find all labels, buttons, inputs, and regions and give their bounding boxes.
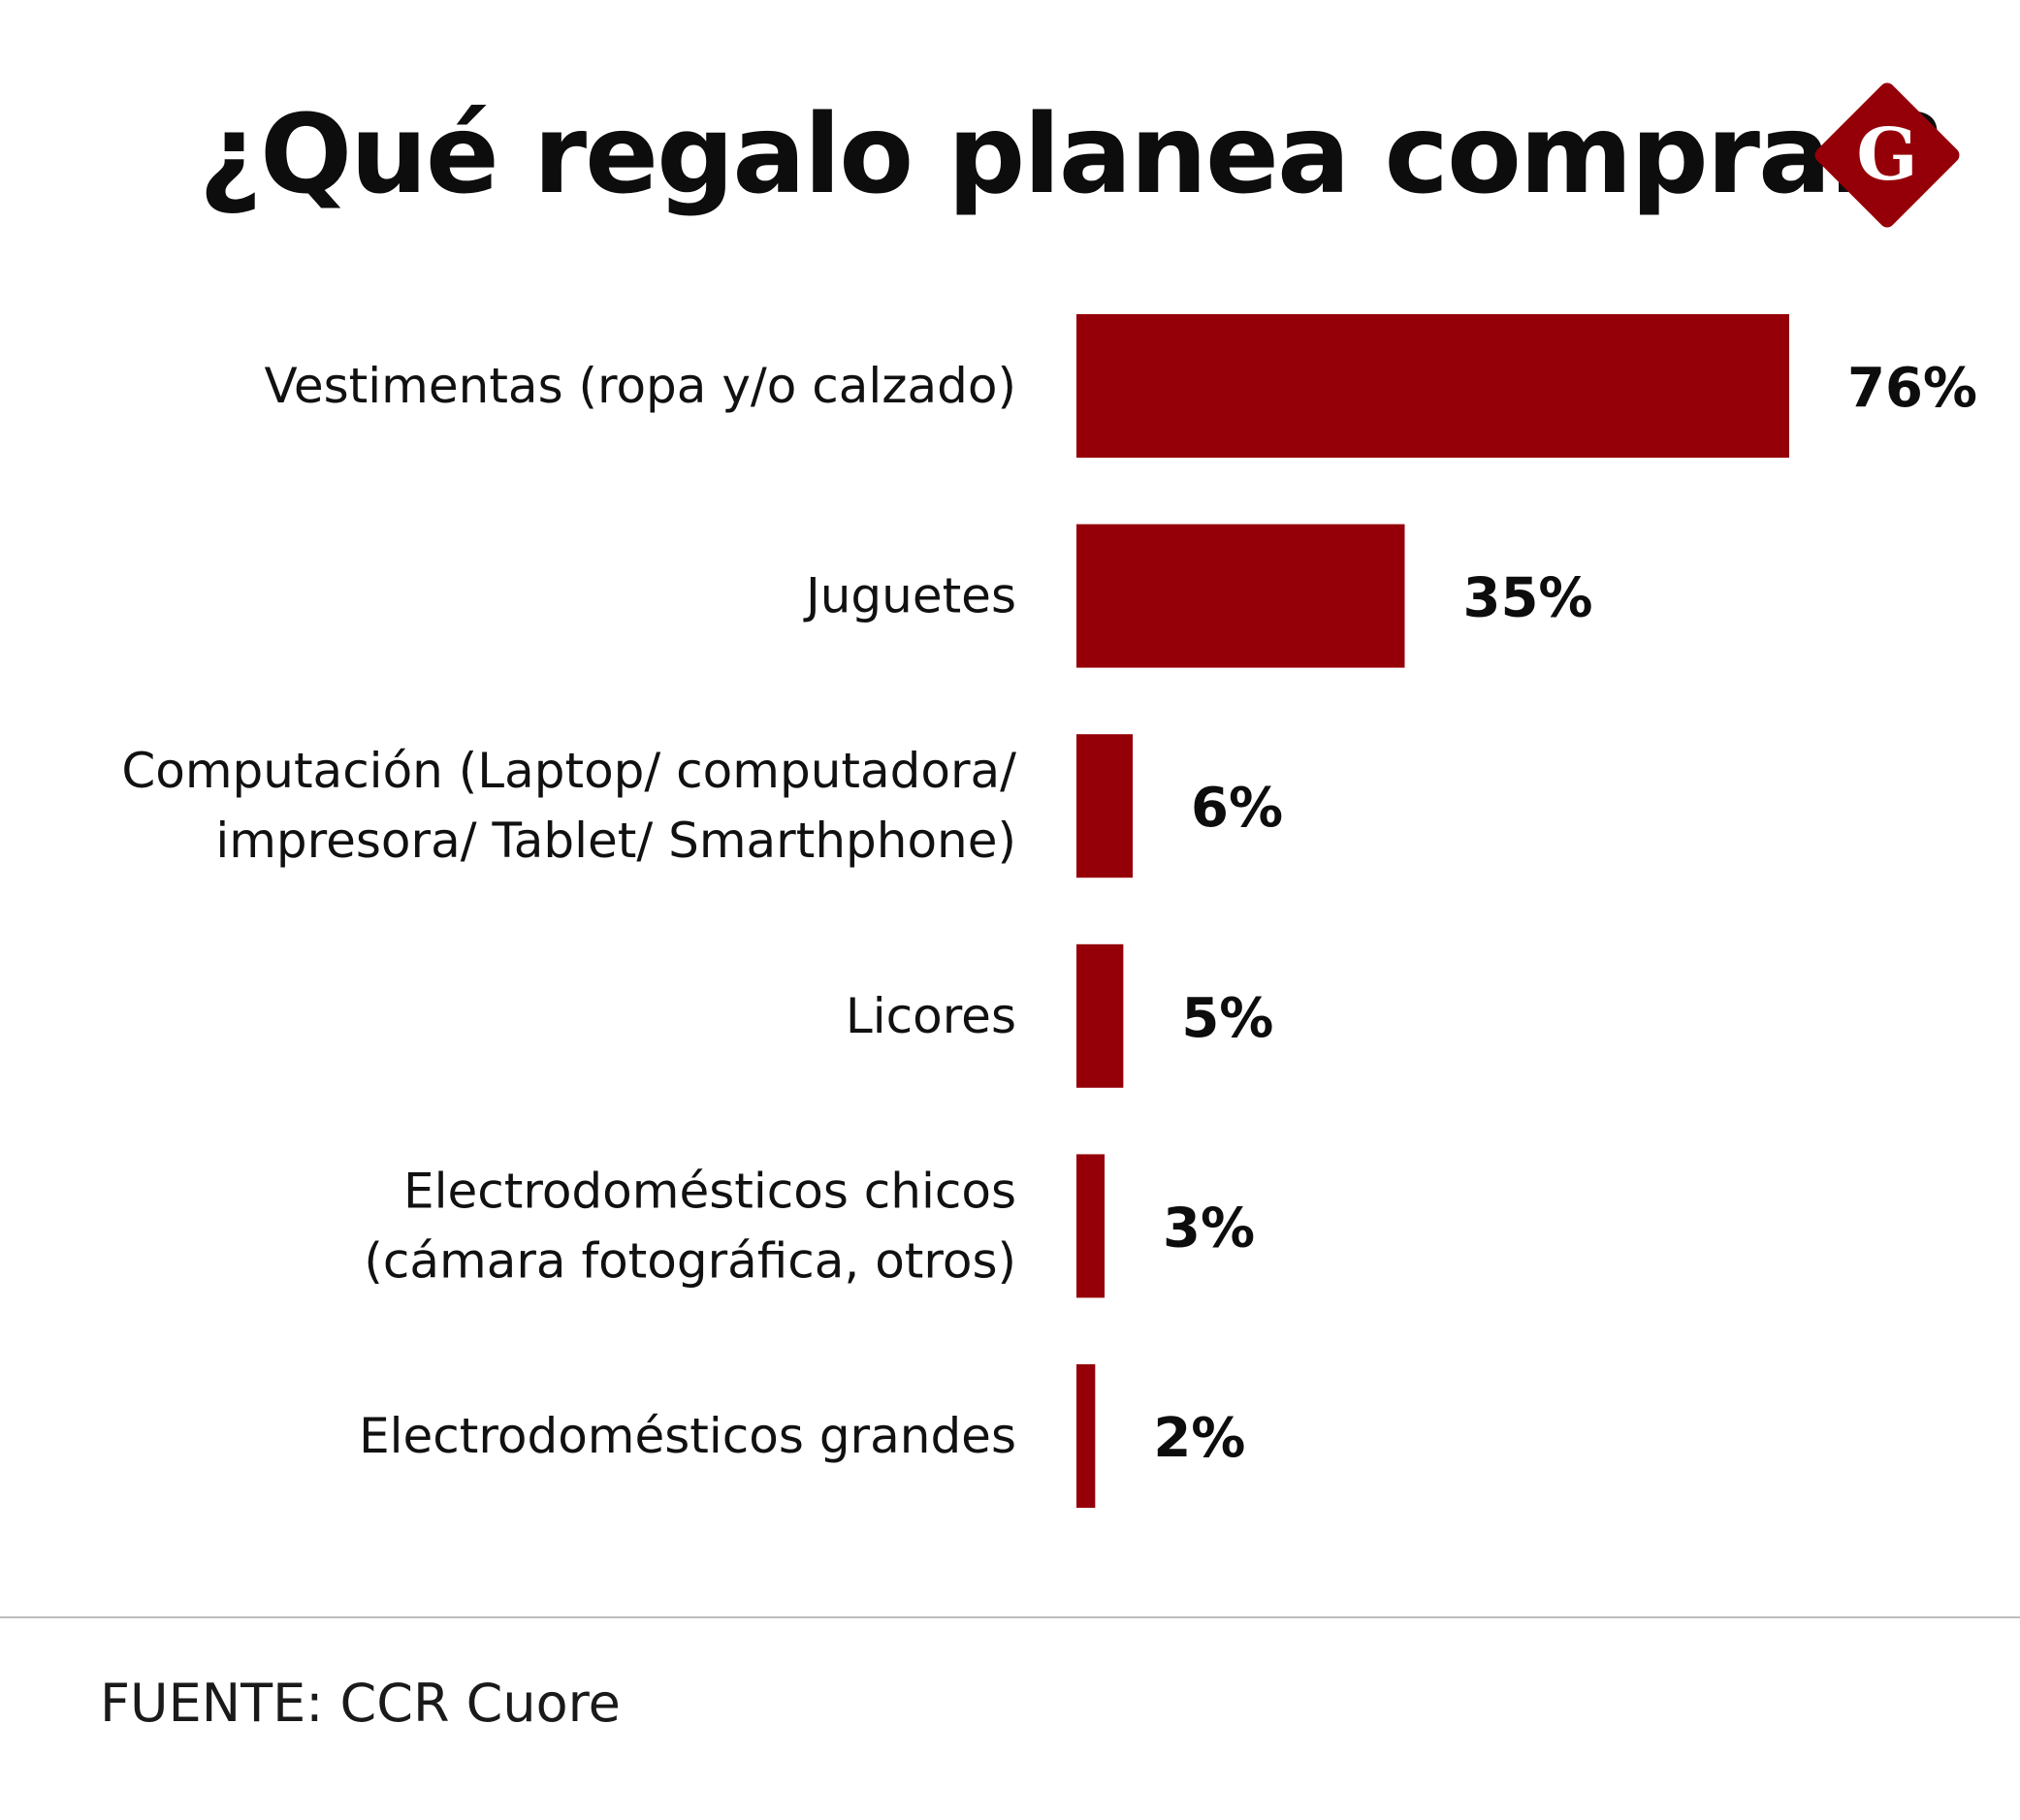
value-label-5: 2% — [1153, 1407, 1245, 1470]
bar-chart: 76% Vestimentas (ropa y/o calzado) 35% Jugu… — [121, 314, 1977, 1508]
bar-2 — [1076, 734, 1134, 878]
value-label-4: 3% — [1163, 1197, 1255, 1260]
footer-divider — [0, 1616, 2020, 1618]
category-label-2-line-0: Computación (Laptop/ computadora/ — [121, 743, 1016, 799]
category-label-5: Electrodomésticos grandes — [359, 1408, 1016, 1464]
value-label-1: 35% — [1462, 567, 1592, 630]
chart-title: ¿Qué regalo planea comprar? — [199, 92, 1944, 218]
value-label-0: 76% — [1847, 357, 1977, 420]
category-label-0: Vestimentas (ropa y/o calzado) — [265, 358, 1016, 414]
category-label-4-line-1: (cámara fotográfica, otros) — [364, 1232, 1016, 1289]
category-label-2-line-1: impresora/ Tablet/ Smarthphone) — [215, 813, 1016, 869]
logo-diamond — [1814, 82, 1960, 228]
category-label-4-line-0: Electrodomésticos chicos — [403, 1163, 1016, 1219]
value-label-3: 5% — [1181, 987, 1273, 1050]
category-label-1: Juguetes — [803, 568, 1016, 624]
category-label-3: Licores — [846, 988, 1016, 1044]
bar-1 — [1076, 524, 1405, 668]
bar-0 — [1076, 314, 1789, 458]
value-label-2: 6% — [1191, 777, 1283, 840]
logo-letter: G — [1856, 113, 1917, 197]
diamond-g-logo-icon: G — [1814, 82, 1960, 228]
bar-5 — [1076, 1364, 1096, 1508]
bar-4 — [1076, 1154, 1106, 1298]
source-note: FUENTE: CCR Cuore — [100, 1673, 621, 1734]
bar-3 — [1076, 943, 1124, 1088]
